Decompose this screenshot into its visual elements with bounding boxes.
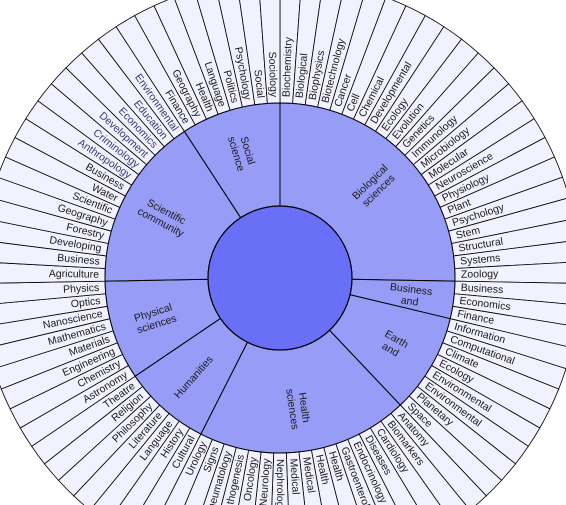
category-label-line: and (400, 294, 419, 308)
leaf-label: Neurology (258, 457, 273, 505)
category-label-health-sciences: Healthsciences (283, 386, 313, 430)
leaf-label: Stem (455, 224, 482, 241)
category-label-business-and: Businessand (388, 281, 433, 310)
leaf-label: Optics (70, 295, 101, 311)
leaf-label: Business (460, 282, 503, 296)
leaf-label: Sociology (266, 51, 280, 98)
leaf-label: Physics (63, 282, 100, 296)
category-label-line: Health (296, 392, 312, 424)
leaf-label: Medical (287, 458, 302, 495)
center-circle (207, 205, 353, 351)
leaf-label: Biological (294, 53, 311, 99)
category-label-line: sciences (283, 388, 301, 430)
leaf-label: Biochemistry (281, 36, 295, 97)
middle-ring (104, 102, 456, 454)
leaf-label: Agriculture (49, 268, 100, 281)
leaf-label: Zoology (461, 268, 499, 281)
leaf-label: Nephrology (274, 459, 286, 505)
leaf-label: Business (57, 252, 101, 268)
leaf-label: Social (251, 69, 266, 99)
category-label-line: Business (389, 281, 433, 298)
leaf-label: Systems (460, 252, 501, 268)
leaf-label: Medical (300, 456, 317, 494)
